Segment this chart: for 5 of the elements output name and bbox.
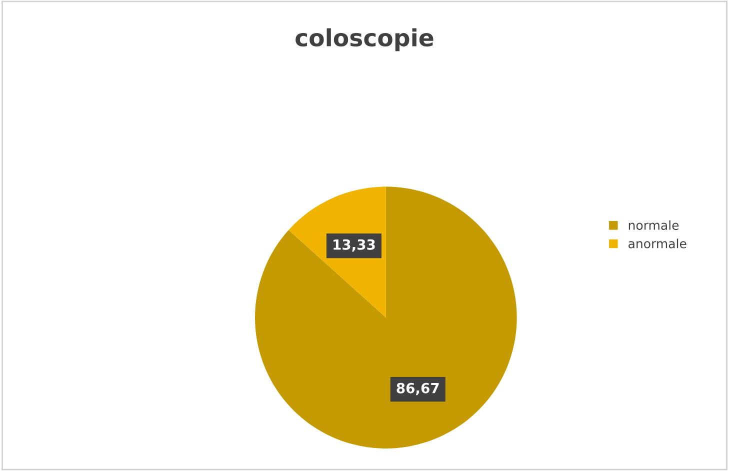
legend-label: anormale (628, 238, 686, 248)
data-label: 86,67 (396, 382, 439, 396)
legend-label: normale (628, 220, 679, 230)
chart-title: coloscopie (296, 28, 434, 52)
data-label: 13,33 (334, 239, 375, 252)
